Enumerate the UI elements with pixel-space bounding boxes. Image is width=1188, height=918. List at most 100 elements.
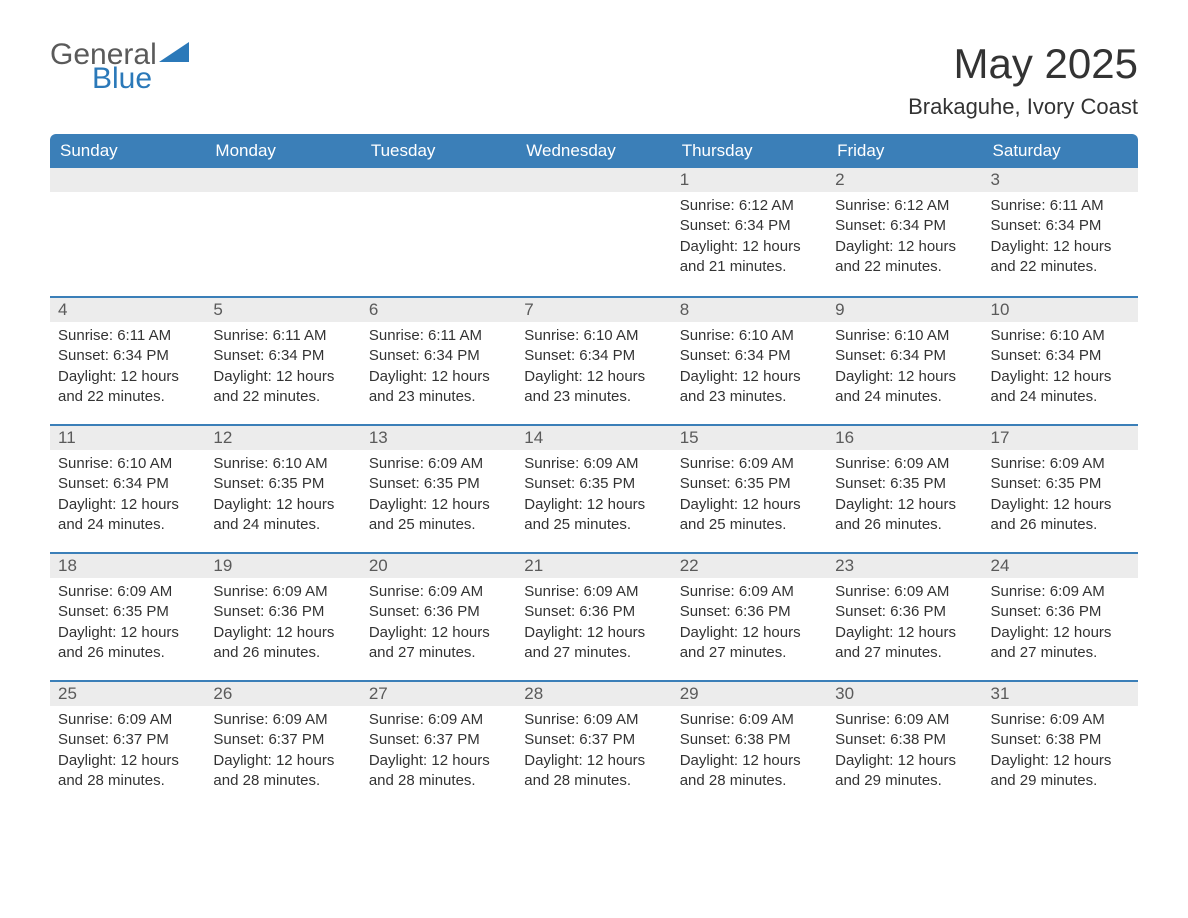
- day-number: 15: [672, 426, 827, 450]
- day-cell: 20Sunrise: 6:09 AMSunset: 6:36 PMDayligh…: [361, 552, 516, 680]
- day-cell: 22Sunrise: 6:09 AMSunset: 6:36 PMDayligh…: [672, 552, 827, 680]
- sunrise-text: Sunrise: 6:09 AM: [835, 454, 974, 474]
- sunrise-text: Sunrise: 6:10 AM: [680, 326, 819, 346]
- day-cell: 30Sunrise: 6:09 AMSunset: 6:38 PMDayligh…: [827, 680, 982, 808]
- sunset-text: Sunset: 6:34 PM: [680, 216, 819, 236]
- day-number: 8: [672, 298, 827, 322]
- sunset-text: Sunset: 6:36 PM: [524, 602, 663, 622]
- day-body: Sunrise: 6:12 AMSunset: 6:34 PMDaylight:…: [827, 192, 982, 285]
- day-cell: 24Sunrise: 6:09 AMSunset: 6:36 PMDayligh…: [983, 552, 1138, 680]
- day-number: 5: [205, 298, 360, 322]
- sunset-text: Sunset: 6:34 PM: [58, 474, 197, 494]
- sunset-text: Sunset: 6:34 PM: [835, 216, 974, 236]
- sunset-text: Sunset: 6:35 PM: [991, 474, 1130, 494]
- sunrise-text: Sunrise: 6:09 AM: [680, 710, 819, 730]
- day-body: Sunrise: 6:09 AMSunset: 6:35 PMDaylight:…: [827, 450, 982, 543]
- sunset-text: Sunset: 6:37 PM: [524, 730, 663, 750]
- sunrise-text: Sunrise: 6:11 AM: [213, 326, 352, 346]
- day-cell: 28Sunrise: 6:09 AMSunset: 6:37 PMDayligh…: [516, 680, 671, 808]
- daylight-text: Daylight: 12 hours and 21 minutes.: [680, 237, 819, 278]
- daylight-text: Daylight: 12 hours and 26 minutes.: [991, 495, 1130, 536]
- day-number: 1: [672, 168, 827, 192]
- logo-text-block: General Blue: [50, 40, 191, 94]
- sunrise-text: Sunrise: 6:09 AM: [524, 454, 663, 474]
- day-number: 3: [983, 168, 1138, 192]
- day-cell: 31Sunrise: 6:09 AMSunset: 6:38 PMDayligh…: [983, 680, 1138, 808]
- day-body: Sunrise: 6:09 AMSunset: 6:36 PMDaylight:…: [827, 578, 982, 671]
- day-number: 11: [50, 426, 205, 450]
- weekday-saturday: Saturday: [983, 134, 1138, 168]
- day-body: Sunrise: 6:09 AMSunset: 6:37 PMDaylight:…: [516, 706, 671, 799]
- day-body: Sunrise: 6:09 AMSunset: 6:35 PMDaylight:…: [50, 578, 205, 671]
- sunset-text: Sunset: 6:36 PM: [991, 602, 1130, 622]
- sunrise-text: Sunrise: 6:10 AM: [58, 454, 197, 474]
- sunrise-text: Sunrise: 6:11 AM: [58, 326, 197, 346]
- daylight-text: Daylight: 12 hours and 23 minutes.: [369, 367, 508, 408]
- sunrise-text: Sunrise: 6:09 AM: [58, 710, 197, 730]
- day-cell: 9Sunrise: 6:10 AMSunset: 6:34 PMDaylight…: [827, 296, 982, 424]
- day-body: Sunrise: 6:09 AMSunset: 6:38 PMDaylight:…: [827, 706, 982, 799]
- daylight-text: Daylight: 12 hours and 28 minutes.: [58, 751, 197, 792]
- sunset-text: Sunset: 6:34 PM: [991, 216, 1130, 236]
- logo: General Blue: [50, 40, 191, 94]
- day-number: 10: [983, 298, 1138, 322]
- sunset-text: Sunset: 6:34 PM: [58, 346, 197, 366]
- daylight-text: Daylight: 12 hours and 22 minutes.: [213, 367, 352, 408]
- sunset-text: Sunset: 6:34 PM: [213, 346, 352, 366]
- day-body: Sunrise: 6:10 AMSunset: 6:34 PMDaylight:…: [827, 322, 982, 415]
- day-number: 23: [827, 554, 982, 578]
- week-row: 18Sunrise: 6:09 AMSunset: 6:35 PMDayligh…: [50, 552, 1138, 680]
- weeks-container: ....1Sunrise: 6:12 AMSunset: 6:34 PMDayl…: [50, 168, 1138, 808]
- day-body: Sunrise: 6:11 AMSunset: 6:34 PMDaylight:…: [50, 322, 205, 415]
- weekday-sunday: Sunday: [50, 134, 205, 168]
- sunrise-text: Sunrise: 6:09 AM: [835, 582, 974, 602]
- day-body: Sunrise: 6:10 AMSunset: 6:34 PMDaylight:…: [50, 450, 205, 543]
- daylight-text: Daylight: 12 hours and 23 minutes.: [524, 367, 663, 408]
- sunrise-text: Sunrise: 6:11 AM: [991, 196, 1130, 216]
- daylight-text: Daylight: 12 hours and 26 minutes.: [835, 495, 974, 536]
- day-cell: 4Sunrise: 6:11 AMSunset: 6:34 PMDaylight…: [50, 296, 205, 424]
- day-number: 6: [361, 298, 516, 322]
- day-number: 24: [983, 554, 1138, 578]
- day-number: 25: [50, 682, 205, 706]
- day-body: Sunrise: 6:11 AMSunset: 6:34 PMDaylight:…: [361, 322, 516, 415]
- sunrise-text: Sunrise: 6:09 AM: [369, 582, 508, 602]
- day-number: 18: [50, 554, 205, 578]
- week-row: 25Sunrise: 6:09 AMSunset: 6:37 PMDayligh…: [50, 680, 1138, 808]
- day-number: 29: [672, 682, 827, 706]
- day-number: 28: [516, 682, 671, 706]
- sunrise-text: Sunrise: 6:09 AM: [835, 710, 974, 730]
- day-cell: 7Sunrise: 6:10 AMSunset: 6:34 PMDaylight…: [516, 296, 671, 424]
- sunset-text: Sunset: 6:36 PM: [680, 602, 819, 622]
- day-cell: 25 Sunrise: 6:09 AMSunset: 6:37 PMDayligh…: [50, 680, 205, 808]
- sunset-text: Sunset: 6:36 PM: [369, 602, 508, 622]
- day-number: 2: [827, 168, 982, 192]
- day-cell: 1Sunrise: 6:12 AMSunset: 6:34 PMDaylight…: [672, 168, 827, 296]
- sunset-text: Sunset: 6:38 PM: [991, 730, 1130, 750]
- sunrise-text: Sunrise: 6:09 AM: [680, 582, 819, 602]
- day-cell: 27Sunrise: 6:09 AMSunset: 6:37 PMDayligh…: [361, 680, 516, 808]
- sunrise-text: Sunrise: 6:09 AM: [369, 710, 508, 730]
- sunset-text: Sunset: 6:34 PM: [991, 346, 1130, 366]
- week-row: 4Sunrise: 6:11 AMSunset: 6:34 PMDaylight…: [50, 296, 1138, 424]
- sunset-text: Sunset: 6:35 PM: [835, 474, 974, 494]
- day-number: 4: [50, 298, 205, 322]
- sunrise-text: Sunrise: 6:09 AM: [524, 582, 663, 602]
- daylight-text: Daylight: 12 hours and 22 minutes.: [835, 237, 974, 278]
- sunrise-text: Sunrise: 6:11 AM: [369, 326, 508, 346]
- week-row: ....1Sunrise: 6:12 AMSunset: 6:34 PMDayl…: [50, 168, 1138, 296]
- day-number: 16: [827, 426, 982, 450]
- sunset-text: Sunset: 6:37 PM: [369, 730, 508, 750]
- sunset-text: Sunset: 6:35 PM: [213, 474, 352, 494]
- sunset-text: Sunset: 6:36 PM: [213, 602, 352, 622]
- day-number: 21: [516, 554, 671, 578]
- sunrise-text: Sunrise: 6:09 AM: [680, 454, 819, 474]
- sunset-text: Sunset: 6:38 PM: [835, 730, 974, 750]
- daylight-text: Daylight: 12 hours and 27 minutes.: [680, 623, 819, 664]
- weekday-tuesday: Tuesday: [361, 134, 516, 168]
- sunset-text: Sunset: 6:37 PM: [58, 730, 197, 750]
- day-cell: 19Sunrise: 6:09 AMSunset: 6:36 PMDayligh…: [205, 552, 360, 680]
- day-cell: 23Sunrise: 6:09 AMSunset: 6:36 PMDayligh…: [827, 552, 982, 680]
- daylight-text: Daylight: 12 hours and 26 minutes.: [213, 623, 352, 664]
- day-cell: 8Sunrise: 6:10 AMSunset: 6:34 PMDaylight…: [672, 296, 827, 424]
